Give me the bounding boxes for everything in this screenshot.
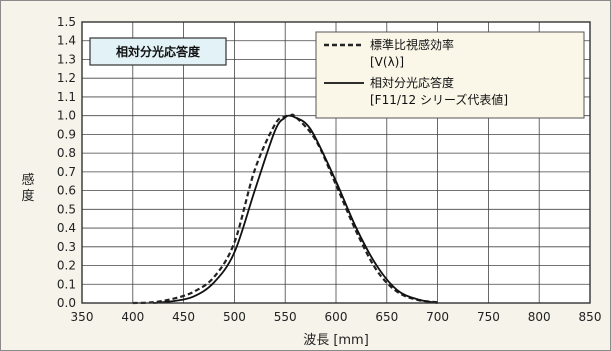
y-tick-label: 1.4 [57,34,76,48]
legend-label-series-2-line-1: 相対分光応答度 [370,75,454,90]
legend-frame [315,31,585,119]
legend-label-series-2-line-2: [F11/12 シリーズ代表値] [370,92,508,107]
y-tick-label: 0.6 [57,184,76,198]
y-tick-label: 0.7 [57,165,76,179]
y-tick-label: 0.8 [57,146,76,160]
x-tick-label: 750 [477,310,500,324]
x-tick-label: 450 [172,310,195,324]
y-axis-label-char-2: 度 [21,188,34,204]
legend-label-series-1-line-2: [V(λ)] [370,55,404,69]
x-tick-label: 800 [528,310,551,324]
x-tick-labels: 350 400 450 500 550 600 650 700 750 800 850 [71,310,602,324]
y-tick-label: 0.5 [57,202,76,216]
x-tick-label: 700 [426,310,449,324]
series-line-2-solid [153,114,438,304]
plot-frame [81,21,591,304]
y-tick-label: 1.2 [57,71,76,85]
x-tick-label: 850 [579,310,602,324]
title-box-frame [89,37,227,66]
x-tick-label: 400 [121,310,144,324]
x-tick-label: 350 [71,310,94,324]
y-tick-label: 1.1 [57,90,76,104]
series-layer [132,113,438,305]
chart-title-box: 相対分光応答度 [89,37,227,66]
chart-title: 相対分光応答度 [116,44,201,59]
y-tick-label: 0.0 [57,296,76,310]
y-axis-label: 感 度 [21,172,34,204]
y-tick-label: 0.3 [57,240,76,254]
y-tick-label: 0.4 [57,221,76,235]
x-tick-label: 500 [223,310,246,324]
x-tick-label: 650 [375,310,398,324]
y-tick-labels: 0.0 0.1 0.2 0.3 0.4 0.5 0.6 0.7 0.8 0.9 1.0 1.1 1.2 1… [57,15,76,310]
x-tick-label: 550 [274,310,297,324]
x-axis-label: 波長 [mm] [303,333,369,348]
y-tick-label: 1.5 [57,15,76,29]
y-tick-label: 0.1 [57,277,76,291]
y-tick-label: 0.9 [57,127,76,141]
x-tick-label: 600 [325,310,348,324]
legend-label-series-1-line-1: 標準比視感効率 [370,37,454,52]
y-tick-label: 1.0 [57,109,76,123]
y-axis-label-char-1: 感 [21,172,34,188]
y-tick-label: 1.3 [57,52,76,66]
legend: 標準比視感効率 [V(λ)] 相対分光応答度 [F11/12 シリーズ代表値] [315,31,585,119]
y-tick-label: 0.2 [57,259,76,273]
